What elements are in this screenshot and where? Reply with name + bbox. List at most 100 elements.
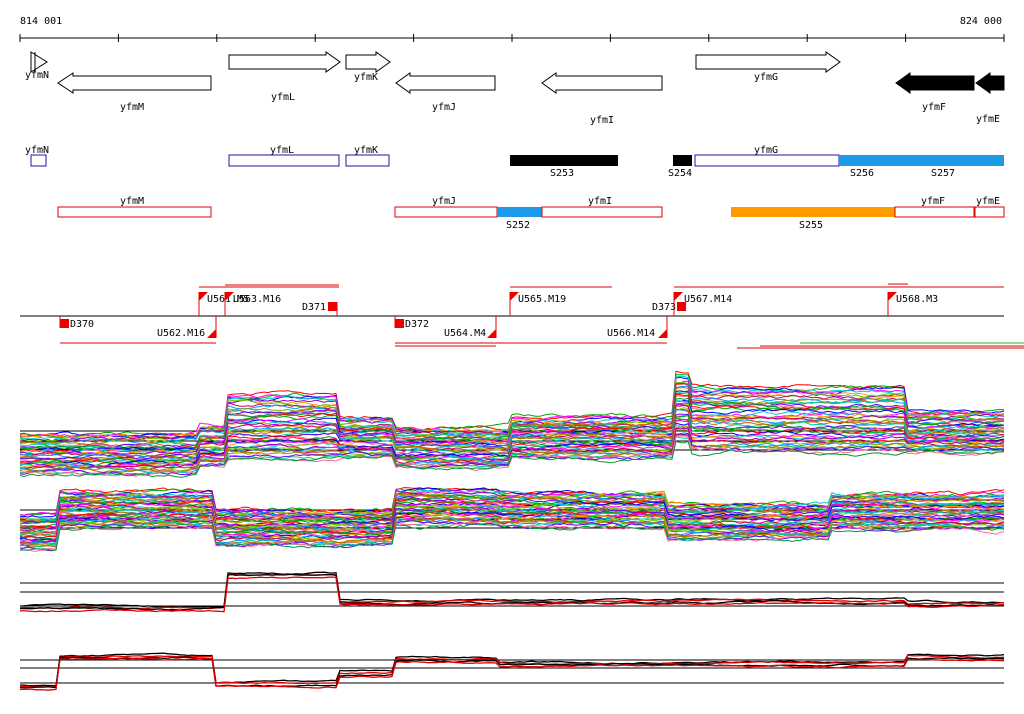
marker-label-U562: U562.M16 [157,328,205,339]
marker-box-D370[interactable] [60,319,69,328]
profile-line [19,489,1005,521]
segment-label-S257: S257 [931,168,955,179]
gene-arrow-yfmM[interactable] [57,72,212,94]
cds-label-yfmE: yfmE [976,196,1000,207]
minus-strand-track: yfmM yfmJ S252 yfmI S255 yfmF yfmE [57,196,1005,231]
marker-label-U568: U568.M3 [896,294,938,305]
gene-label-yfmM: yfmM [120,102,144,113]
segment-label-S255: S255 [799,220,823,231]
summary-panel-plus-strand [19,571,1005,613]
segment-S255[interactable] [731,207,896,217]
expression-panel-plus-strand [19,370,1005,478]
profile-line [19,520,1005,552]
gene-arrow-yfmI[interactable] [541,72,663,94]
cds-label-yfmF: yfmF [921,196,945,207]
gene-label-yfmN: yfmN [25,70,49,81]
profile-line [19,494,1005,524]
marker-flag-U563[interactable] [225,292,234,301]
profile-line [19,501,1005,530]
cds-label-yfmG: yfmG [754,145,778,156]
marker-label-U566: U566.M14 [607,328,655,339]
gene-label-yfmL: yfmL [271,92,295,103]
marker-label-D373: D373 [652,302,676,313]
marker-label-U567: U567.M14 [684,294,732,305]
cds-label-yfmL: yfmL [270,145,294,156]
marker-flag-U568[interactable] [888,292,897,301]
marker-label-U565: U565.M19 [518,294,566,305]
marker-box-D373[interactable] [677,302,686,311]
segment-S256-S257[interactable] [839,155,1004,166]
profile-line [19,571,1005,608]
segment-S254[interactable] [673,155,692,166]
cds-box-yfmJ[interactable] [394,206,498,218]
profile-line [19,507,1005,536]
cds-box-yfmE[interactable] [974,206,1005,218]
gene-arrow-yfmG[interactable] [695,51,841,73]
segment-label-S252: S252 [506,220,530,231]
profile-line [19,652,1005,687]
profile-line [19,496,1005,525]
cds-label-yfmN: yfmN [25,145,49,156]
gene-label-yfmJ: yfmJ [432,102,456,113]
profile-line [19,521,1005,551]
cds-label-yfmJ: yfmJ [432,196,456,207]
gene-arrow-yfmJ[interactable] [395,72,496,94]
gene-label-yfmF: yfmF [922,102,946,113]
gene-label-yfmI: yfmI [590,115,614,126]
cds-box-yfmN[interactable] [30,154,47,167]
cds-box-yfmG[interactable] [694,154,840,167]
gene-arrow-yfmF[interactable] [895,72,975,94]
profile-line [19,390,1004,446]
marker-flag-U567[interactable] [674,292,683,301]
gene-arrow-yfmL[interactable] [228,51,341,73]
segment-label-S256: S256 [850,168,874,179]
marker-flag-U565[interactable] [510,292,519,301]
profile-line [20,656,1005,689]
segment-S252[interactable] [497,207,542,217]
cds-box-yfmF[interactable] [894,206,975,218]
gene-arrow-yfmK[interactable] [345,51,391,73]
profile-line [19,657,1005,691]
marker-flag-U566[interactable] [658,329,667,338]
gene-track: yfmN yfmM yfmL yfmK yfmJ yfmI yfmG yfmF … [25,51,1005,126]
panel2-profile-lines [19,487,1005,552]
summary-panel-minus-strand [19,652,1005,691]
panel1-profile-lines [19,370,1005,478]
segment-label-S253: S253 [550,168,574,179]
cds-label-yfmK: yfmK [354,145,378,156]
cds-box-yfmK[interactable] [345,154,390,167]
profile-line [19,503,1005,535]
marker-label-D371: D371 [302,302,326,313]
marker-flag-U564[interactable] [487,329,496,338]
cds-box-yfmI[interactable] [541,206,663,218]
gene-arrow-yfmE[interactable] [975,72,1005,94]
profile-line [19,434,1005,475]
marker-track: U561.M5 U563.M16 D371 U565.M19 D373 U567… [20,283,1024,349]
marker-label-U563: U563.M16 [233,294,281,305]
cds-box-yfmM[interactable] [57,206,212,218]
marker-flag-U561[interactable] [199,292,208,301]
panel4-profile-lines [19,652,1005,691]
ruler-start-label: 814 001 [20,16,62,27]
profile-line [19,383,1005,439]
gene-label-yfmE: yfmE [976,114,1000,125]
profile-line [19,576,1005,613]
ruler-ticks [19,34,1005,42]
marker-box-D372[interactable] [395,319,404,328]
profile-line [19,505,1005,536]
profile-line [19,515,1005,547]
marker-flag-U562[interactable] [207,329,216,338]
segment-S253[interactable] [510,155,618,166]
gene-arrow-yfmN[interactable] [30,51,48,73]
cds-box-yfmL[interactable] [228,154,340,167]
profile-line [19,573,1005,610]
profile-line [19,397,1005,451]
marker-label-D370: D370 [70,319,94,330]
plus-strand-track: yfmN yfmL yfmK S253 S254 yfmG S256 S257 [25,145,1004,179]
ruler-end-label: 824 000 [960,16,1002,27]
profile-line [19,415,1005,464]
profile-line [19,436,1005,476]
marker-box-D371[interactable] [328,302,337,311]
cds-label-yfmM: yfmM [120,196,144,207]
